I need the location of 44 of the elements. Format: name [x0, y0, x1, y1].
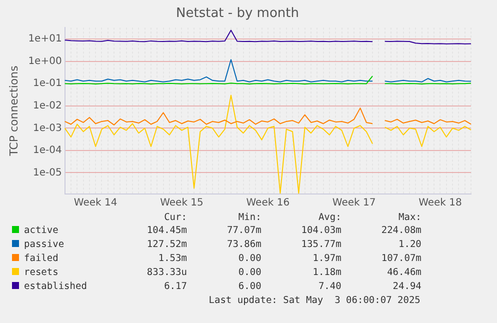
legend-label: established: [23, 280, 88, 294]
legend-label: resets: [23, 266, 60, 280]
chart-title: Netstat - by month: [176, 6, 299, 22]
x-tick-label: Week 18: [418, 198, 462, 209]
text: Last update: Sat May 3 06:00:07 2025: [208, 294, 422, 308]
text: 135.77m: [300, 238, 342, 252]
y-tick-label: 1e-01: [32, 78, 62, 90]
y-tick-label: 1e+00: [28, 56, 62, 67]
y-tick-label: 1e-03: [32, 122, 62, 134]
x-tick-label: Week 17: [332, 198, 376, 209]
text: 0.00: [237, 266, 262, 280]
text: 833.33u: [146, 266, 187, 280]
text: 6.17: [163, 280, 187, 294]
y-tick-label: 1e-02: [32, 100, 62, 112]
text: 6.00: [237, 280, 262, 294]
text: 73.86m: [226, 238, 262, 252]
y-tick-label: 1e-05: [32, 167, 62, 178]
text: Min:: [237, 212, 262, 224]
legend-label: passive: [23, 238, 66, 252]
x-tick-label: Week 15: [160, 198, 204, 209]
text: 77.07m: [226, 224, 262, 238]
y-axis-title: TCP connections: [7, 65, 20, 157]
text: 24.94: [392, 280, 422, 294]
text: 224.08m: [380, 224, 422, 238]
legend-label: failed: [23, 252, 60, 266]
text: 1.20: [398, 238, 422, 252]
x-tick-label: Week 16: [246, 198, 290, 209]
y-tick-label: 1e+01: [28, 34, 62, 45]
text: 107.07m: [380, 252, 422, 266]
text: 127.52m: [146, 238, 187, 252]
text: Avg:: [317, 212, 342, 224]
text: Max:: [398, 212, 422, 224]
text: 1.53m: [157, 252, 187, 266]
y-tick-label: 1e-04: [32, 145, 62, 156]
x-tick-label: Week 14: [74, 198, 118, 209]
text: 1.97m: [312, 252, 342, 266]
text: 46.46m: [386, 266, 422, 280]
text: 104.03m: [300, 224, 342, 238]
text: 1.18m: [312, 266, 342, 280]
text: 104.45m: [146, 224, 187, 238]
text: Cur:: [163, 212, 187, 224]
legend-label: active: [23, 224, 60, 238]
text: 0.00: [237, 252, 262, 266]
text: 7.40: [317, 280, 342, 294]
